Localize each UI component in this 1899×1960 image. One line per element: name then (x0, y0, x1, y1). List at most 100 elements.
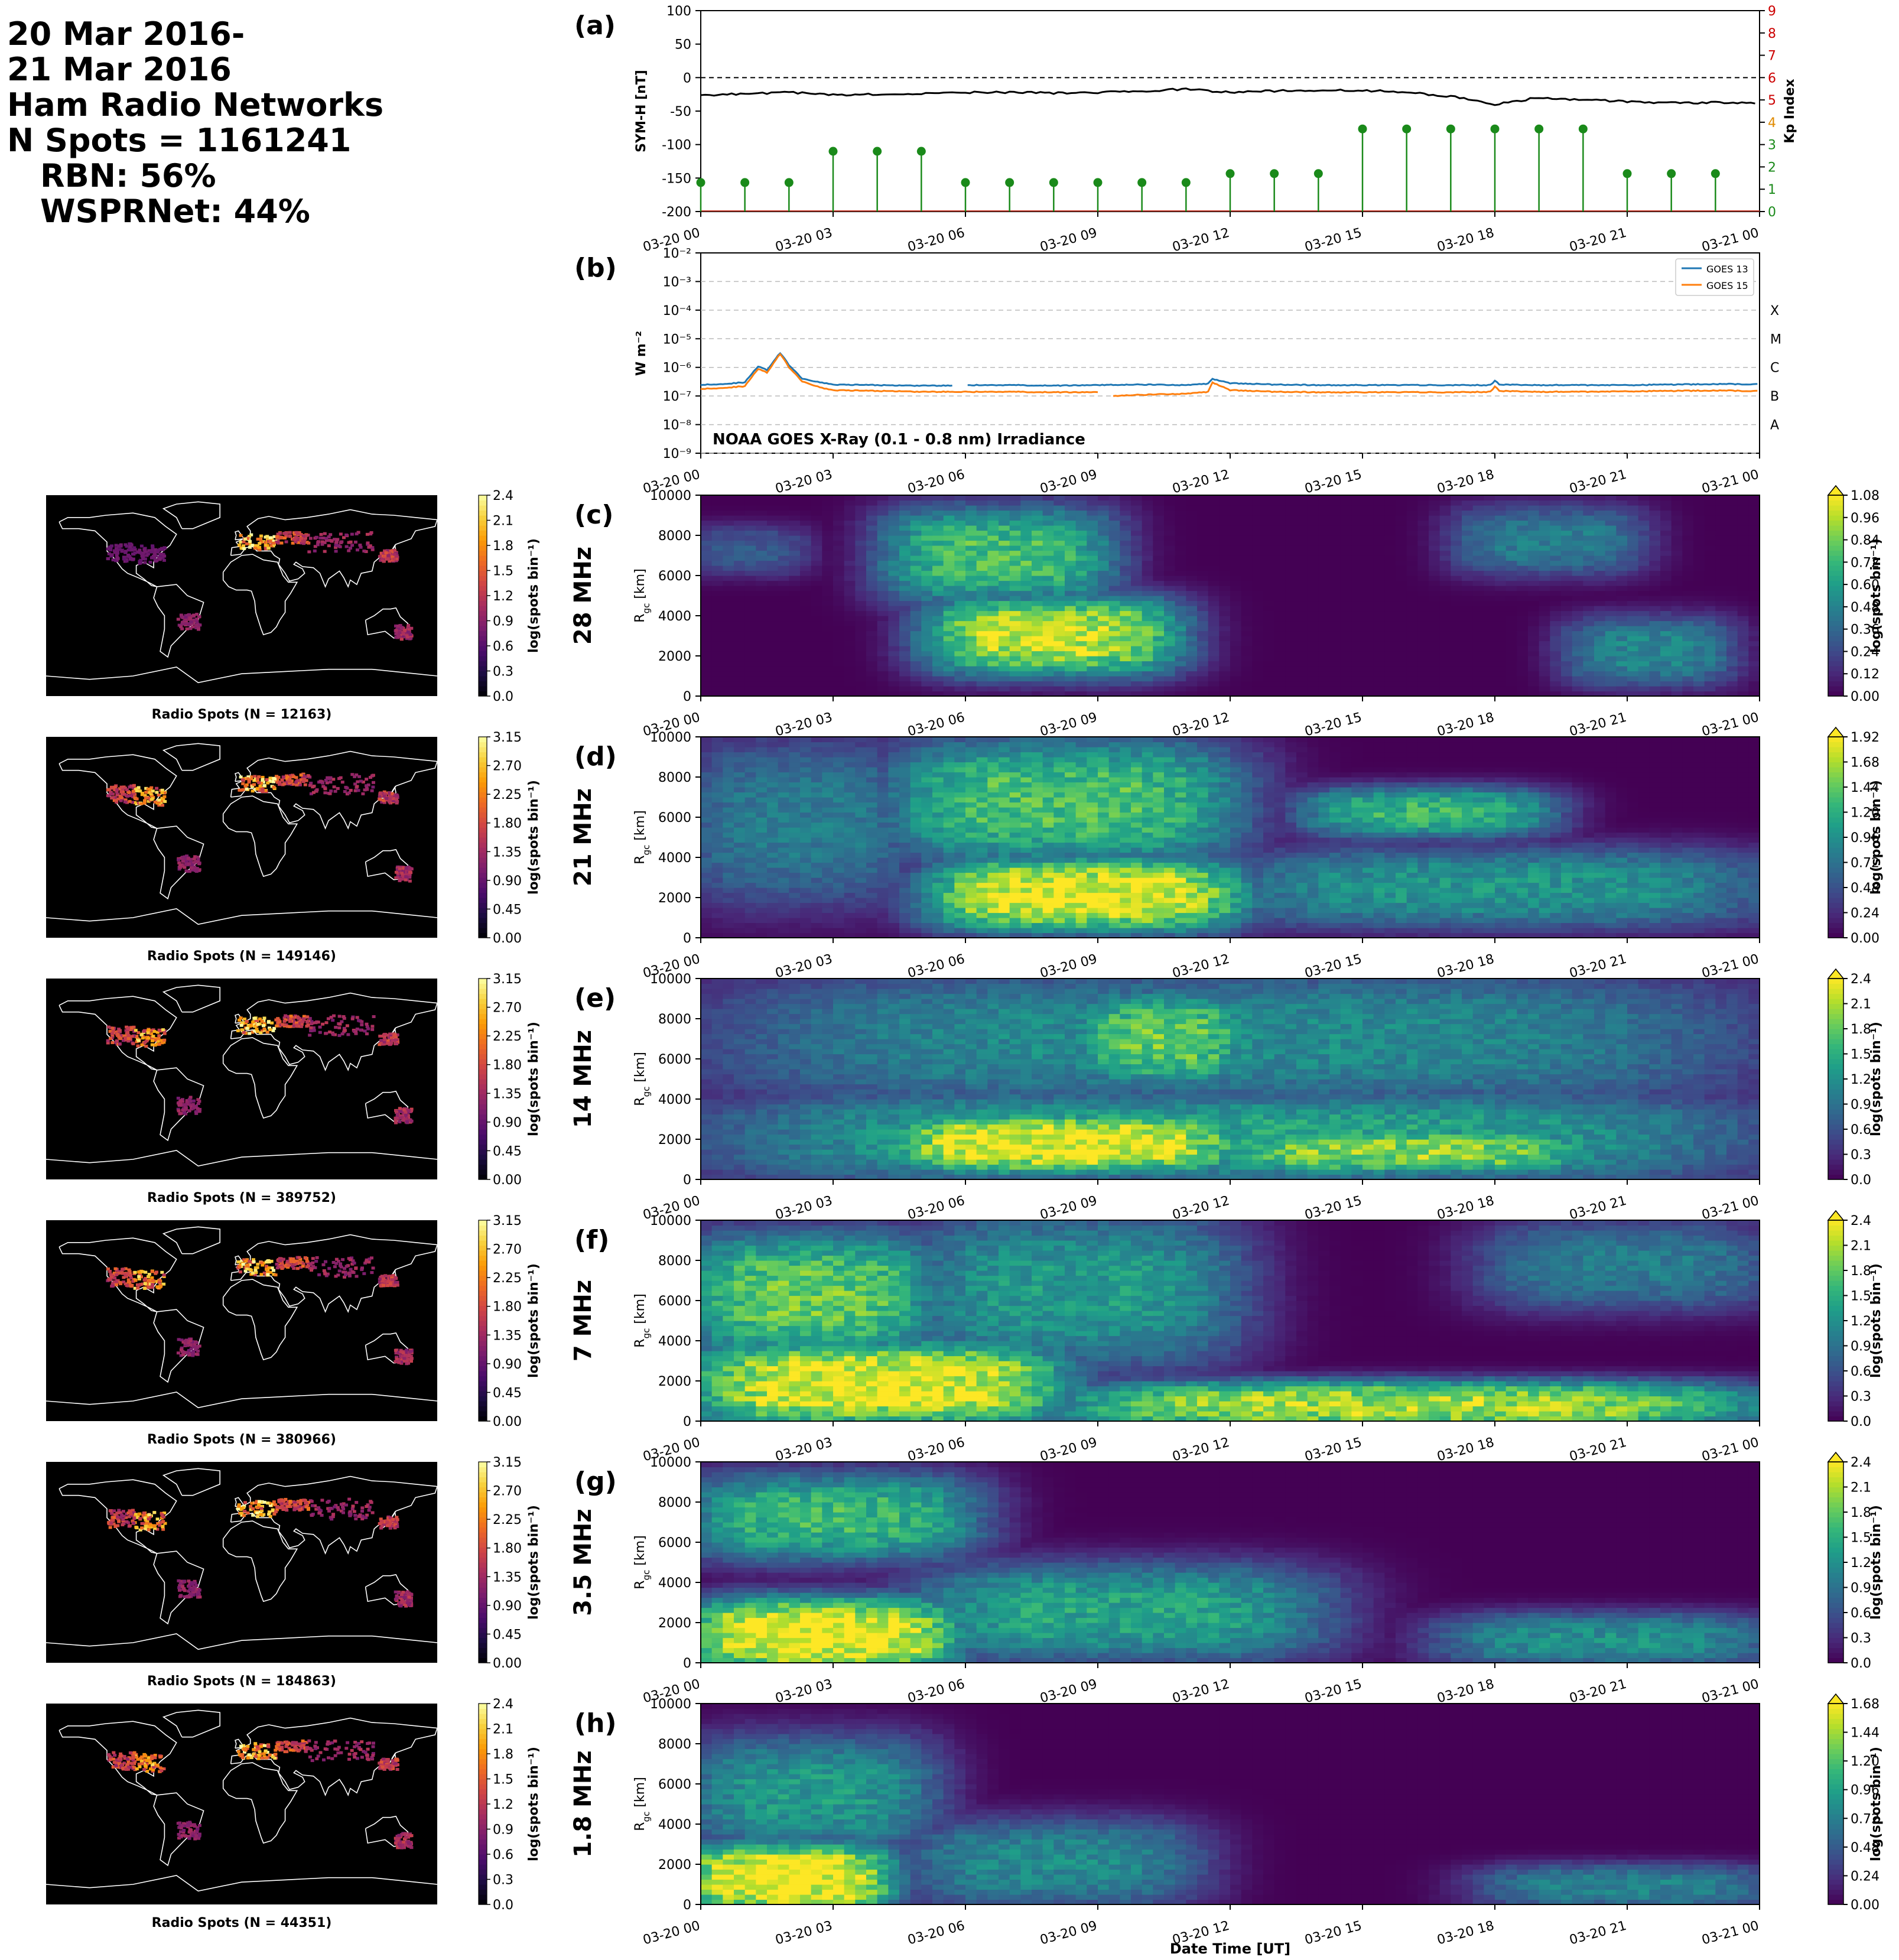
heatmap-cell (844, 666, 856, 672)
heatmap-cell (756, 576, 768, 581)
heatmap-cell (1561, 620, 1573, 626)
heatmap-cell (778, 681, 789, 687)
heatmap-cell (1285, 545, 1297, 551)
heatmap-cell (811, 656, 822, 662)
heatmap-cell (1693, 616, 1705, 622)
heatmap-cell (1605, 666, 1617, 672)
heatmap-cell (1704, 656, 1716, 662)
map-spot (316, 543, 320, 547)
heatmap-cell (1241, 530, 1253, 536)
heatmap-cell (954, 530, 966, 536)
heatmap-cell (1087, 641, 1098, 646)
heatmap-cell (711, 600, 723, 606)
heatmap-cell (811, 676, 822, 682)
heatmap-cell (1032, 600, 1043, 606)
heatmap-cell (1197, 560, 1209, 566)
map-spot (395, 557, 398, 561)
heatmap-cell (1550, 555, 1562, 561)
heatmap-cell (744, 898, 756, 903)
heatmap-cell (1363, 586, 1374, 591)
map-spot (302, 542, 306, 545)
heatmap-cell (734, 525, 746, 531)
heatmap-cell (1032, 671, 1043, 677)
heatmap-cell (1572, 646, 1583, 652)
coastline (153, 584, 204, 658)
heatmap-cell (778, 646, 789, 652)
heatmap-cell (1594, 636, 1606, 642)
heatmap-cell (1682, 555, 1694, 561)
heatmap-cell (1098, 681, 1110, 687)
heatmap-cell (1638, 515, 1650, 521)
heatmap-cell (1417, 691, 1429, 697)
map-spot (291, 541, 295, 545)
heatmap-cell (1340, 671, 1352, 677)
heatmap-cell (1462, 576, 1474, 581)
map-spot (192, 618, 196, 622)
heatmap-cell (1186, 651, 1198, 656)
heatmap-cell (932, 676, 944, 682)
heatmap-cell (1108, 691, 1120, 697)
heatmap-cell (1340, 691, 1352, 697)
heatmap-cell (711, 545, 723, 551)
legend-goes15-label: GOES 15 (1706, 280, 1748, 291)
heatmap-cell (1484, 515, 1495, 521)
heatmap-cell (1241, 596, 1253, 602)
map-spot (396, 635, 401, 638)
heatmap-cell (1737, 500, 1749, 506)
heatmap-cell (1197, 535, 1209, 541)
heatmap-cell (1505, 550, 1517, 556)
heatmap-cell (1373, 505, 1385, 511)
heatmap-cell (1726, 626, 1738, 632)
heatmap-cell (866, 600, 878, 606)
heatmap-cell (910, 505, 922, 511)
heatmap-cell (1020, 661, 1032, 667)
heatmap-cell (756, 747, 768, 753)
heatmap-cell (711, 636, 723, 642)
heatmap-cell (756, 520, 768, 526)
heatmap-cell (1075, 515, 1087, 521)
heatmap-cell (1539, 510, 1550, 516)
heatmap-cell (1351, 610, 1363, 616)
heatmap-cell (1616, 555, 1628, 561)
heatmap-cell (1726, 510, 1738, 516)
heatmap-cell (767, 666, 779, 672)
heatmap-cell (734, 872, 746, 878)
map-spot (197, 615, 201, 619)
heatmap-cell (1505, 580, 1517, 586)
map-spot (296, 532, 300, 535)
heatmap-cell (1363, 576, 1374, 581)
heatmap-cell (1032, 540, 1043, 546)
heatmap-cell (723, 590, 734, 596)
heatmap-cell (1329, 520, 1341, 526)
heatmap-cell (1120, 620, 1131, 626)
heatmap-cell (1737, 495, 1749, 501)
heatmap-cell (800, 590, 812, 596)
heatmap-cell (1142, 560, 1153, 566)
heatmap-cell (1572, 606, 1583, 612)
heatmap-cell (1429, 671, 1440, 677)
heatmap-cell (1285, 535, 1297, 541)
heatmap-cell (1296, 691, 1308, 697)
heatmap-cell (1472, 540, 1484, 546)
heatmap-cell (1638, 651, 1650, 656)
map-spot (131, 557, 135, 561)
heatmap-cell (1120, 500, 1131, 506)
heatmap-cell (987, 671, 999, 677)
heatmap-cell (1384, 646, 1396, 652)
y-tick-label: 10⁻³ (663, 275, 691, 290)
heatmap-cell (1351, 545, 1363, 551)
heatmap-cell (1528, 676, 1540, 682)
heatmap-cell (1528, 661, 1540, 667)
heatmap-cell (1539, 620, 1550, 626)
heatmap-cell (1583, 576, 1595, 581)
heatmap-cell (1230, 646, 1242, 652)
heatmap-cell (767, 782, 779, 788)
heatmap-cell (756, 666, 768, 672)
heatmap-cell (1561, 555, 1573, 561)
heatmap-cell (866, 590, 878, 596)
heatmap-cell (1462, 555, 1474, 561)
heatmap-cell (1020, 666, 1032, 672)
heatmap-cell (1351, 586, 1363, 591)
heatmap-cell (778, 867, 789, 873)
heatmap-cell (701, 742, 713, 747)
